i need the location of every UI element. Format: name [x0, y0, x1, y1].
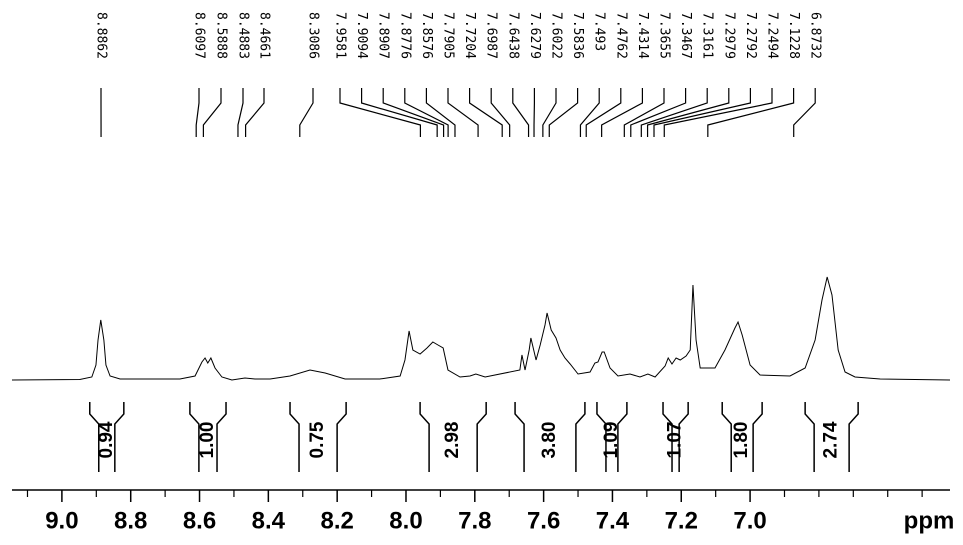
peak-connector	[299, 88, 314, 137]
peak-label: 7.493	[592, 12, 607, 51]
peak-connector	[623, 88, 665, 137]
x-tick-label: 7.6	[527, 507, 560, 534]
peak-label: 7.2494	[765, 12, 780, 59]
peak-connector	[579, 88, 600, 137]
peak-label: 8.4883	[236, 12, 251, 59]
peak-connector	[601, 88, 644, 137]
peak-connector	[202, 88, 222, 137]
peak-label: 7.7905	[441, 12, 456, 59]
peak-label: 8.4661	[257, 12, 272, 59]
x-tick-label: 9.0	[45, 507, 78, 534]
peak-label: 7.6987	[484, 12, 499, 59]
integral-bracket	[514, 402, 586, 472]
peak-connector	[630, 88, 687, 137]
integral-bracket	[804, 402, 859, 472]
integral-value: 2.98	[442, 422, 463, 459]
peak-connector	[339, 88, 422, 137]
integral-bracket	[596, 402, 628, 472]
peak-label: 7.8576	[419, 12, 434, 59]
integral-value: 1.09	[601, 422, 622, 459]
peak-label: 7.9581	[333, 12, 348, 59]
peak-connector	[707, 88, 795, 137]
peak-connector	[237, 88, 244, 137]
x-tick-label: 8.6	[183, 507, 216, 534]
peak-label: 7.1228	[786, 12, 801, 59]
integral-value: 0.94	[96, 421, 117, 458]
peak-connector	[653, 88, 752, 137]
x-tick-label: 8.8	[114, 507, 147, 534]
x-tick-label: 8.4	[252, 507, 286, 534]
peak-label: 7.6279	[527, 12, 542, 59]
peak-label: 8.8862	[94, 12, 109, 59]
integral-bracket	[289, 402, 347, 472]
peak-connector	[542, 88, 557, 137]
x-tick-label: 7.4	[596, 507, 630, 534]
peak-label: 7.3161	[700, 12, 715, 59]
peak-label: 7.8907	[376, 12, 391, 59]
peak-label: 8.6097	[192, 12, 207, 59]
peak-connector	[361, 88, 438, 137]
peak-label: 7.3467	[678, 12, 693, 59]
integral-value: 0.75	[307, 421, 328, 458]
x-tick-label: 8.2	[320, 507, 353, 534]
peak-label: 7.4314	[635, 12, 650, 59]
peak-connector	[793, 88, 816, 137]
x-tick-label: 7.0	[733, 507, 766, 534]
peak-label: 7.2792	[743, 12, 758, 59]
peak-connector	[195, 88, 200, 137]
peak-label: 7.5836	[570, 12, 585, 59]
peak-connector	[646, 88, 730, 137]
peak-connector	[245, 88, 265, 137]
integral-value: 1.80	[731, 422, 752, 459]
peak-connector	[663, 88, 773, 137]
peak-connector	[640, 88, 708, 137]
integral-value: 1.00	[197, 422, 218, 459]
integral-bracket	[662, 402, 689, 472]
peak-connector	[404, 88, 449, 137]
peak-connector	[548, 88, 579, 137]
peak-connector	[382, 88, 445, 137]
peak-connector	[425, 88, 456, 137]
peak-connector	[512, 88, 530, 137]
peak-connector	[447, 88, 479, 137]
peak-connector	[585, 88, 622, 137]
peak-connector	[469, 88, 503, 137]
peak-label: 7.2979	[721, 12, 736, 59]
peak-label: 7.8776	[397, 12, 412, 59]
peak-connector	[490, 88, 511, 137]
x-tick-label: 8.0	[389, 507, 422, 534]
peak-label: 8.5888	[214, 12, 229, 59]
integral-bracket	[419, 402, 487, 472]
integral-value: 2.74	[821, 421, 842, 458]
peak-label: 7.3655	[657, 12, 672, 59]
peak-label: 7.6022	[549, 12, 564, 59]
peak-label: 7.7204	[462, 12, 477, 59]
peak-label: 8.3086	[306, 12, 321, 59]
peak-label: 7.6438	[505, 12, 520, 59]
integral-value: 1.07	[665, 422, 686, 459]
x-tick-label: 7.8	[458, 507, 491, 534]
x-tick-label: 7.2	[665, 507, 698, 534]
integral-value: 3.80	[539, 422, 560, 459]
x-axis-label: ppm	[904, 507, 955, 534]
peak-label: 7.9094	[354, 12, 369, 59]
peak-label: 6.8732	[808, 12, 823, 59]
integral-bracket	[721, 402, 763, 472]
integral-bracket	[189, 402, 227, 472]
peak-label: 7.4762	[613, 12, 628, 59]
integral-bracket	[89, 402, 125, 472]
spectrum-line	[11, 276, 951, 381]
